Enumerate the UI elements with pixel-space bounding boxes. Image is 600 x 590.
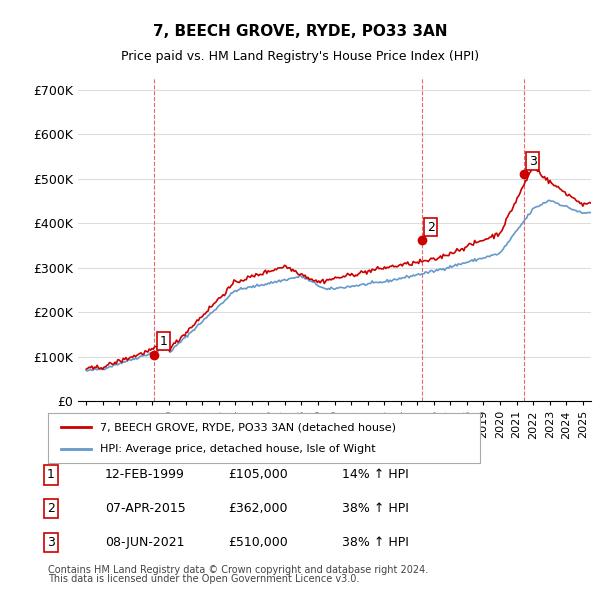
Text: 1: 1	[47, 468, 55, 481]
Text: 38% ↑ HPI: 38% ↑ HPI	[342, 536, 409, 549]
Text: 7, BEECH GROVE, RYDE, PO33 3AN: 7, BEECH GROVE, RYDE, PO33 3AN	[153, 24, 447, 38]
Text: £105,000: £105,000	[228, 468, 288, 481]
Text: 2: 2	[427, 221, 434, 234]
Text: 14% ↑ HPI: 14% ↑ HPI	[342, 468, 409, 481]
Text: Price paid vs. HM Land Registry's House Price Index (HPI): Price paid vs. HM Land Registry's House …	[121, 50, 479, 63]
Text: 3: 3	[47, 536, 55, 549]
Text: 3: 3	[529, 155, 536, 168]
Text: HPI: Average price, detached house, Isle of Wight: HPI: Average price, detached house, Isle…	[100, 444, 376, 454]
Text: £510,000: £510,000	[228, 536, 288, 549]
Text: 12-FEB-1999: 12-FEB-1999	[105, 468, 185, 481]
Text: Contains HM Land Registry data © Crown copyright and database right 2024.: Contains HM Land Registry data © Crown c…	[48, 565, 428, 575]
Text: 2: 2	[47, 502, 55, 515]
Text: 08-JUN-2021: 08-JUN-2021	[105, 536, 185, 549]
Text: £362,000: £362,000	[228, 502, 287, 515]
Text: 7, BEECH GROVE, RYDE, PO33 3AN (detached house): 7, BEECH GROVE, RYDE, PO33 3AN (detached…	[100, 422, 396, 432]
Text: 38% ↑ HPI: 38% ↑ HPI	[342, 502, 409, 515]
Text: 1: 1	[160, 335, 167, 348]
Text: 07-APR-2015: 07-APR-2015	[105, 502, 186, 515]
Text: This data is licensed under the Open Government Licence v3.0.: This data is licensed under the Open Gov…	[48, 574, 359, 584]
